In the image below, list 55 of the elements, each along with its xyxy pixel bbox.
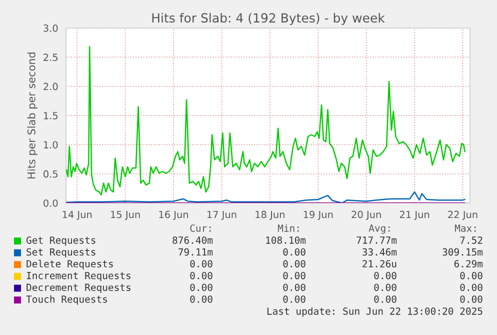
x-tick-label: 21 Jun [400, 210, 430, 220]
text: 0.00 [190, 284, 212, 292]
x-tick-label: 16 Jun [159, 210, 188, 220]
y-tick-label: 2.0 [44, 82, 58, 90]
text: 0.00 [190, 260, 212, 268]
x-tick-label: 20 Jun [352, 210, 381, 220]
text: Min: [278, 224, 299, 232]
legend-label: Get Requests [26, 236, 96, 246]
text: 0.00 [283, 284, 306, 292]
text: 0.00 [460, 295, 482, 303]
line-series [66, 46, 466, 196]
x-tick-label: 14 Jun [62, 210, 92, 220]
text: 0.00 [190, 272, 212, 280]
legend-label: Decrement Requests [26, 284, 130, 293]
text: 0.00 [374, 272, 396, 280]
text: 0.00 [460, 284, 482, 292]
text: Avg: [368, 224, 390, 234]
text: 717.77m [356, 236, 397, 244]
text: 0.00 [460, 272, 482, 280]
text: Max: [454, 224, 476, 232]
text: Last update: Sun Jun 22 13:00:20 2025 [267, 307, 482, 317]
text: 0.00 [283, 272, 306, 280]
y-axis-title: Hits per Slab per second [27, 52, 38, 178]
text: Cur: [190, 224, 211, 232]
text: 876.40m [172, 236, 213, 244]
text: 0.00 [283, 295, 306, 303]
text: 21.26u [362, 260, 396, 268]
legend-label: Increment Requests [26, 272, 130, 282]
y-tick-label: 3.0 [44, 24, 58, 32]
legend-label: Delete Requests [26, 260, 113, 270]
x-tick-label: 19 Jun [304, 210, 333, 220]
text: 0.00 [374, 295, 396, 303]
text: 79.11m [178, 248, 213, 256]
y-tick-label: 0.0 [44, 199, 58, 207]
x-tick-label: 18 Jun [256, 210, 284, 220]
y-tick-label: 1.5 [44, 112, 58, 120]
y-tick-label: 0.5 [44, 170, 58, 178]
text: 108.10m [266, 236, 306, 244]
chart-title: Hits for Slab: 4 (192 Bytes) - by week [152, 12, 385, 26]
text: 0.00 [283, 248, 306, 256]
text: 309.15m [442, 248, 483, 256]
text: 0.00 [374, 284, 396, 292]
legend-label: Touch Requests [26, 295, 107, 305]
text: 7.52 [460, 236, 482, 244]
x-tick-label: 15 Jun [111, 210, 140, 220]
text: 0.00 [283, 260, 306, 268]
x-tick-label: 17 Jun [207, 210, 236, 220]
text: 33.46m [362, 248, 397, 256]
text: 6.29m [454, 260, 483, 268]
x-tick-label: 22 Jun [448, 210, 478, 220]
text: 0.00 [190, 295, 212, 303]
y-tick-label: 2.5 [44, 54, 58, 61]
y-tick-label: 1.0 [44, 141, 58, 148]
legend-label: Set Requests [26, 248, 96, 258]
line-series [66, 191, 466, 203]
